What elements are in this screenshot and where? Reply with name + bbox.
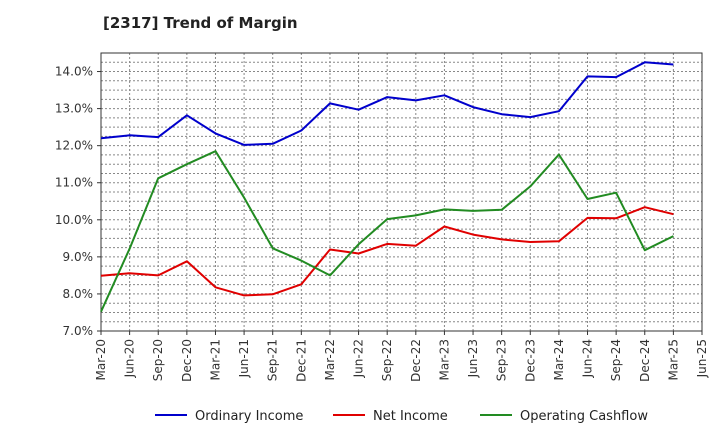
y-tick-label: 12.0% — [55, 139, 93, 153]
legend: Ordinary Income Net Income Operating Cashf… — [155, 409, 648, 424]
y-tick-label: 14.0% — [55, 65, 93, 79]
x-tick-label: Jun-25 — [695, 339, 709, 378]
legend-label: Net Income — [373, 409, 448, 424]
y-axis-ticks: 7.0% 8.0% 9.0% 10.0% 11.0% 12.0% 13.0% 14.0% — [55, 65, 101, 338]
y-tick-label: 8.0% — [63, 287, 94, 301]
x-tick-label: Dec-24 — [638, 339, 652, 382]
x-tick-label: Dec-22 — [409, 339, 423, 382]
x-tick-label: Sep-23 — [495, 339, 509, 381]
y-tick-label: 10.0% — [55, 213, 93, 227]
legend-label: Operating Cashflow — [520, 409, 648, 424]
x-tick-label: Jun-22 — [352, 339, 366, 378]
series-lines — [100, 61, 674, 313]
y-tick-label: 7.0% — [63, 324, 94, 338]
x-tick-label: Mar-22 — [323, 339, 337, 380]
series-line-net-income — [100, 206, 674, 297]
x-tick-label: Jun-23 — [466, 339, 480, 378]
x-tick-label: Mar-25 — [666, 339, 680, 380]
x-tick-label: Dec-21 — [294, 339, 308, 382]
chart-title: [2317] Trend of Margin — [103, 14, 298, 32]
x-tick-label: Sep-24 — [609, 339, 623, 381]
x-tick-label: Dec-20 — [180, 339, 194, 382]
series-line-ordinary-income — [100, 61, 674, 146]
x-tick-label: Jun-20 — [123, 339, 137, 378]
y-tick-label: 13.0% — [55, 102, 93, 116]
y-tick-label: 11.0% — [55, 176, 93, 190]
x-tick-label: Dec-23 — [523, 339, 537, 382]
x-axis-ticks: Mar-20 Jun-20 Sep-20 Dec-20 Mar-21 Jun-21 Sep-… — [94, 331, 709, 382]
x-tick-label: Mar-24 — [552, 339, 566, 380]
x-tick-label: Sep-20 — [151, 339, 165, 381]
plot-frame — [100, 52, 703, 332]
series-line-operating-cashflow — [100, 150, 674, 313]
x-tick-label: Mar-23 — [437, 339, 451, 380]
x-tick-label: Sep-22 — [380, 339, 394, 381]
x-tick-label: Mar-21 — [208, 339, 222, 380]
y-tick-label: 9.0% — [63, 250, 94, 264]
x-tick-label: Mar-20 — [94, 339, 108, 380]
x-tick-label: Jun-24 — [581, 339, 595, 378]
legend-label: Ordinary Income — [195, 409, 303, 424]
x-tick-label: Jun-21 — [237, 339, 251, 378]
x-tick-label: Sep-21 — [266, 339, 280, 381]
